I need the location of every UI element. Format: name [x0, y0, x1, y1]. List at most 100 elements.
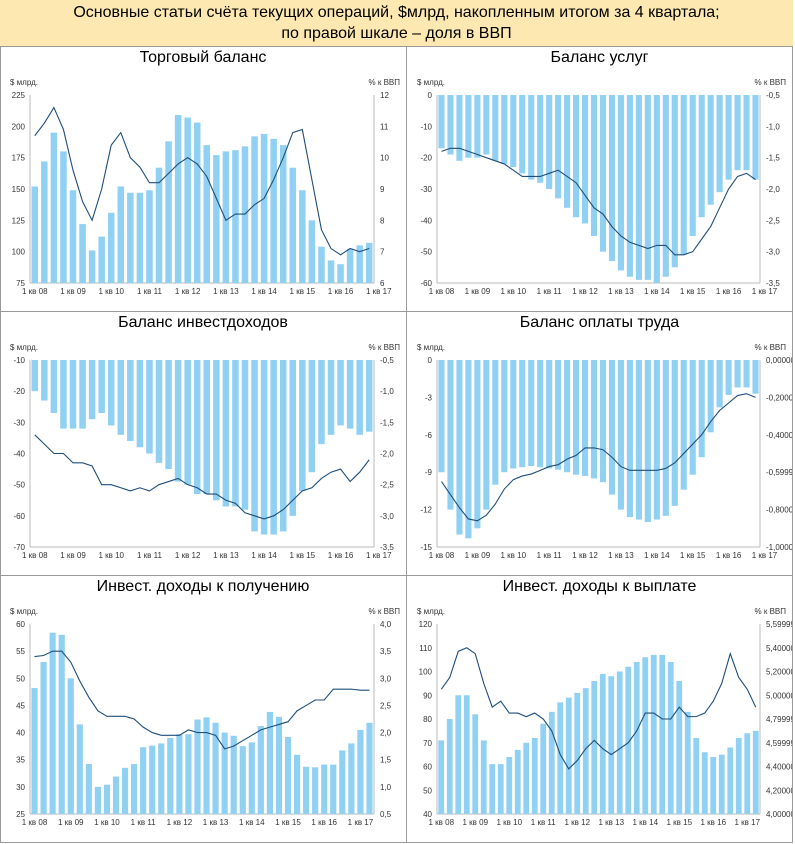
bar-mark [275, 716, 283, 814]
x-tick-label: 1 кв 15 [680, 287, 706, 296]
bar-mark [662, 360, 669, 516]
bar-mark [127, 360, 134, 442]
bar-mark [184, 117, 191, 283]
bar-mark [510, 360, 517, 469]
panel-investment-income-received: Инвест. доходы к получению $ млрд. % к ВВ… [0, 576, 407, 843]
bar-mark [337, 264, 344, 283]
bar-mark [165, 360, 172, 470]
y-right-tick-label: 4,79999999999999982 [766, 715, 792, 724]
panel-title: Инвест. доходы к получению [96, 578, 310, 595]
line-series-gdp-share [440, 647, 757, 770]
x-tick-label: 1 кв 15 [290, 287, 316, 296]
bar-mark [289, 167, 297, 283]
bar-mark [346, 360, 354, 429]
x-tick-label: 1 кв 11 [537, 551, 563, 560]
bar-mark [60, 151, 67, 283]
y-left-tick-label: 40 [423, 810, 432, 819]
y-right-tick-label: 4,20000000000000018 [766, 786, 792, 795]
bar-mark [456, 95, 463, 161]
bar-mark [608, 95, 616, 262]
bar-mark [519, 360, 526, 468]
y-right-tick-label: -0,5 [380, 356, 394, 365]
x-tick-label: 1 кв 16 [716, 551, 742, 560]
bar-mark [438, 360, 445, 473]
y-left-tick-label: -60 [420, 279, 432, 288]
bar-mark [616, 671, 623, 814]
bar-mark [540, 723, 547, 814]
y-left-tick-label: -40 [13, 450, 25, 459]
y-right-tick-label: 6 [380, 279, 385, 288]
y-right-tick-label: -1,5 [380, 418, 394, 427]
bar-mark [270, 360, 277, 535]
y-left-tick-label: 80 [423, 715, 432, 724]
x-tick-label: 1 кв 16 [328, 551, 354, 560]
bar-mark [555, 95, 562, 199]
left-axis-unit: $ млрд. [10, 78, 38, 87]
bar-mark [98, 236, 105, 283]
header-line-1: Основные статьи счёта текущих операций, … [73, 4, 720, 21]
x-tick-label: 1 кв 16 [700, 818, 726, 827]
bar-mark [327, 260, 335, 283]
bar-mark [698, 360, 705, 458]
chart-services-balance: $ млрд. % к ВВП -60 -50 -40 -30 -20 -10 0 -3,5 -3,… [417, 78, 786, 296]
line-series-gdp-share [441, 147, 756, 256]
x-tick-label: 1 кв 09 [462, 818, 488, 827]
bar-mark [230, 735, 237, 814]
bar-mark [31, 186, 39, 283]
y-left-tick-label: -20 [13, 387, 25, 396]
bar-mark [127, 192, 134, 283]
x-tick-label: 1 кв 15 [290, 551, 316, 560]
y-left-tick-label: -6 [425, 431, 433, 440]
bar-mark [107, 360, 115, 426]
y-right-tick-label: -3,5 [766, 279, 780, 288]
bar-mark [241, 146, 249, 283]
bar-mark [155, 167, 163, 283]
bar-mark [501, 95, 508, 164]
bar-mark [79, 224, 86, 283]
bar-mark [193, 360, 201, 495]
x-tick-label: 1 кв 17 [734, 818, 760, 827]
x-tick-label: 1 кв 08 [22, 818, 48, 827]
bar-mark [446, 719, 453, 814]
bar-mark [590, 95, 598, 236]
bar-mark [456, 360, 463, 535]
bar-mark [472, 714, 479, 814]
bar-mark [510, 95, 517, 168]
y-right-tick-label: 2,5 [380, 701, 392, 710]
bar-mark [718, 754, 725, 815]
bar-mark [299, 190, 306, 283]
bar-mark [185, 734, 192, 814]
bar-mark [725, 95, 732, 180]
x-tick-label: 1 кв 12 [564, 818, 590, 827]
bar-mark [270, 138, 277, 283]
bar-mark [330, 764, 337, 814]
y-right-tick-label: -0,5 [766, 91, 780, 100]
bar-mark [146, 190, 153, 283]
bar-mark [321, 764, 328, 814]
panel-investment-income-balance: Баланс инвестдоходов $ млрд. % к ВВП -70 -6… [0, 312, 407, 576]
bar-mark [573, 95, 580, 218]
bar-mark [689, 360, 696, 475]
bar-mark [94, 786, 101, 814]
panel-title: Баланс оплаты труда [519, 314, 680, 331]
bar-mark [257, 726, 264, 814]
bar-mark [581, 360, 589, 476]
y-right-tick-label: 10 [380, 154, 389, 163]
bar-mark [194, 719, 201, 814]
x-tick-label: 1 кв 12 [572, 287, 598, 296]
x-tick-label: 1 кв 17 [752, 551, 778, 560]
bar-mark [232, 150, 239, 283]
bar-mark [492, 360, 499, 485]
chart-compensation-balance: $ млрд. % к ВВП -15 -12 -9 -6 -3 0 -1,0000000000… [417, 343, 792, 560]
line-series-gdp-share [441, 393, 756, 522]
bar-mark [251, 360, 258, 532]
x-tick-label: 1 кв 14 [644, 551, 670, 560]
bar-mark [514, 749, 521, 815]
y-right-tick-label: -1,5 [766, 154, 780, 163]
panel-title: Инвест. доходы к выплате [502, 578, 697, 595]
bar-mark [357, 729, 364, 814]
y-right-tick-label: -1,0 [766, 122, 780, 131]
y-left-tick-label: 125 [12, 216, 26, 225]
bar-mark [165, 141, 172, 283]
y-left-tick-label: 35 [16, 756, 25, 765]
